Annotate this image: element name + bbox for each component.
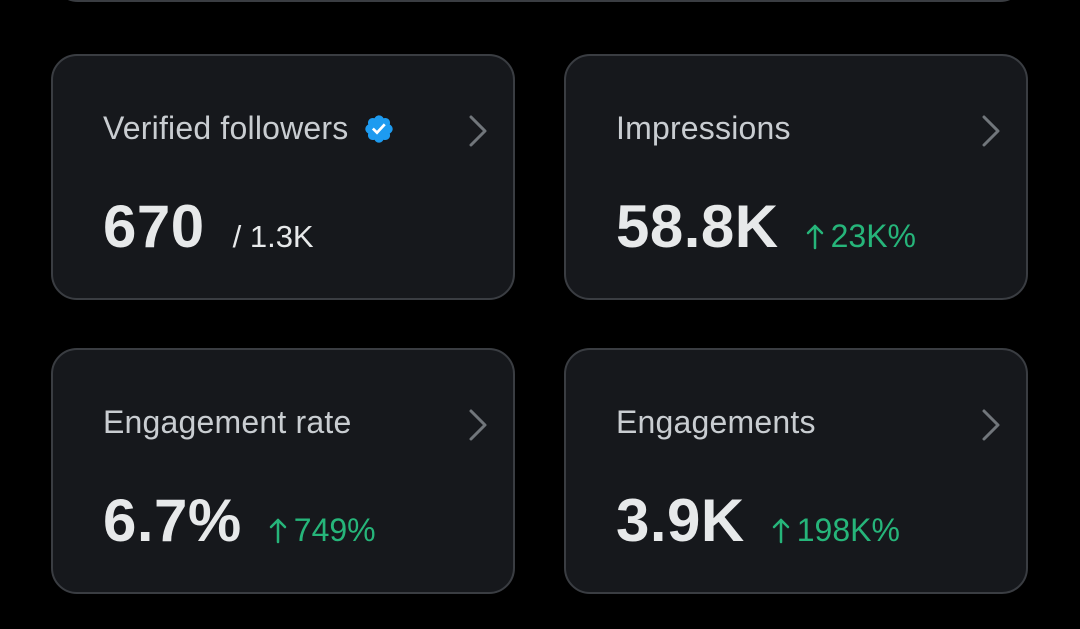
metric-row: 3.9K 198K% [616, 486, 900, 555]
metric-row: 58.8K 23K% [616, 192, 916, 261]
metric-change-value: 23K% [830, 218, 916, 254]
arrow-up-icon [772, 518, 789, 544]
arrow-up-icon [269, 518, 287, 544]
card-title: Impressions [616, 110, 791, 147]
chevron-right-icon[interactable] [980, 408, 1002, 442]
metric-change: 749% [268, 512, 376, 549]
metric-value: 3.9K [616, 487, 745, 554]
card-title-label: Engagement rate [103, 404, 352, 440]
verified-followers-card[interactable]: Verified followers 670 / 1.3K [51, 54, 515, 300]
card-title-label: Impressions [616, 110, 791, 146]
metric-value: 58.8K [616, 193, 779, 260]
verified-badge-icon [364, 114, 393, 143]
metric-value: 670 [103, 193, 205, 260]
card-title-label: Verified followers [103, 110, 349, 146]
metric-row: 670 / 1.3K [103, 192, 314, 261]
card-title: Verified followers [103, 110, 395, 147]
metric-total: / 1.3K [232, 219, 314, 254]
arrow-up-icon [806, 224, 823, 250]
engagements-card[interactable]: Engagements 3.9K 198K% [564, 348, 1028, 594]
metric-change: 23K% [805, 218, 916, 255]
metric-row: 6.7% 749% [103, 486, 376, 555]
previous-card[interactable] [52, 0, 1026, 2]
metric-change: 198K% [771, 512, 900, 549]
chevron-right-icon[interactable] [980, 114, 1002, 148]
card-title-label: Engagements [616, 404, 816, 440]
card-title: Engagements [616, 404, 816, 441]
card-title: Engagement rate [103, 404, 352, 441]
metric-change-value: 749% [293, 512, 376, 548]
impressions-card[interactable]: Impressions 58.8K 23K% [564, 54, 1028, 300]
chevron-right-icon[interactable] [467, 114, 489, 148]
engagement-rate-card[interactable]: Engagement rate 6.7% 749% [51, 348, 515, 594]
metric-change-value: 198K% [796, 512, 900, 548]
chevron-right-icon[interactable] [467, 408, 489, 442]
metric-value: 6.7% [103, 487, 242, 554]
